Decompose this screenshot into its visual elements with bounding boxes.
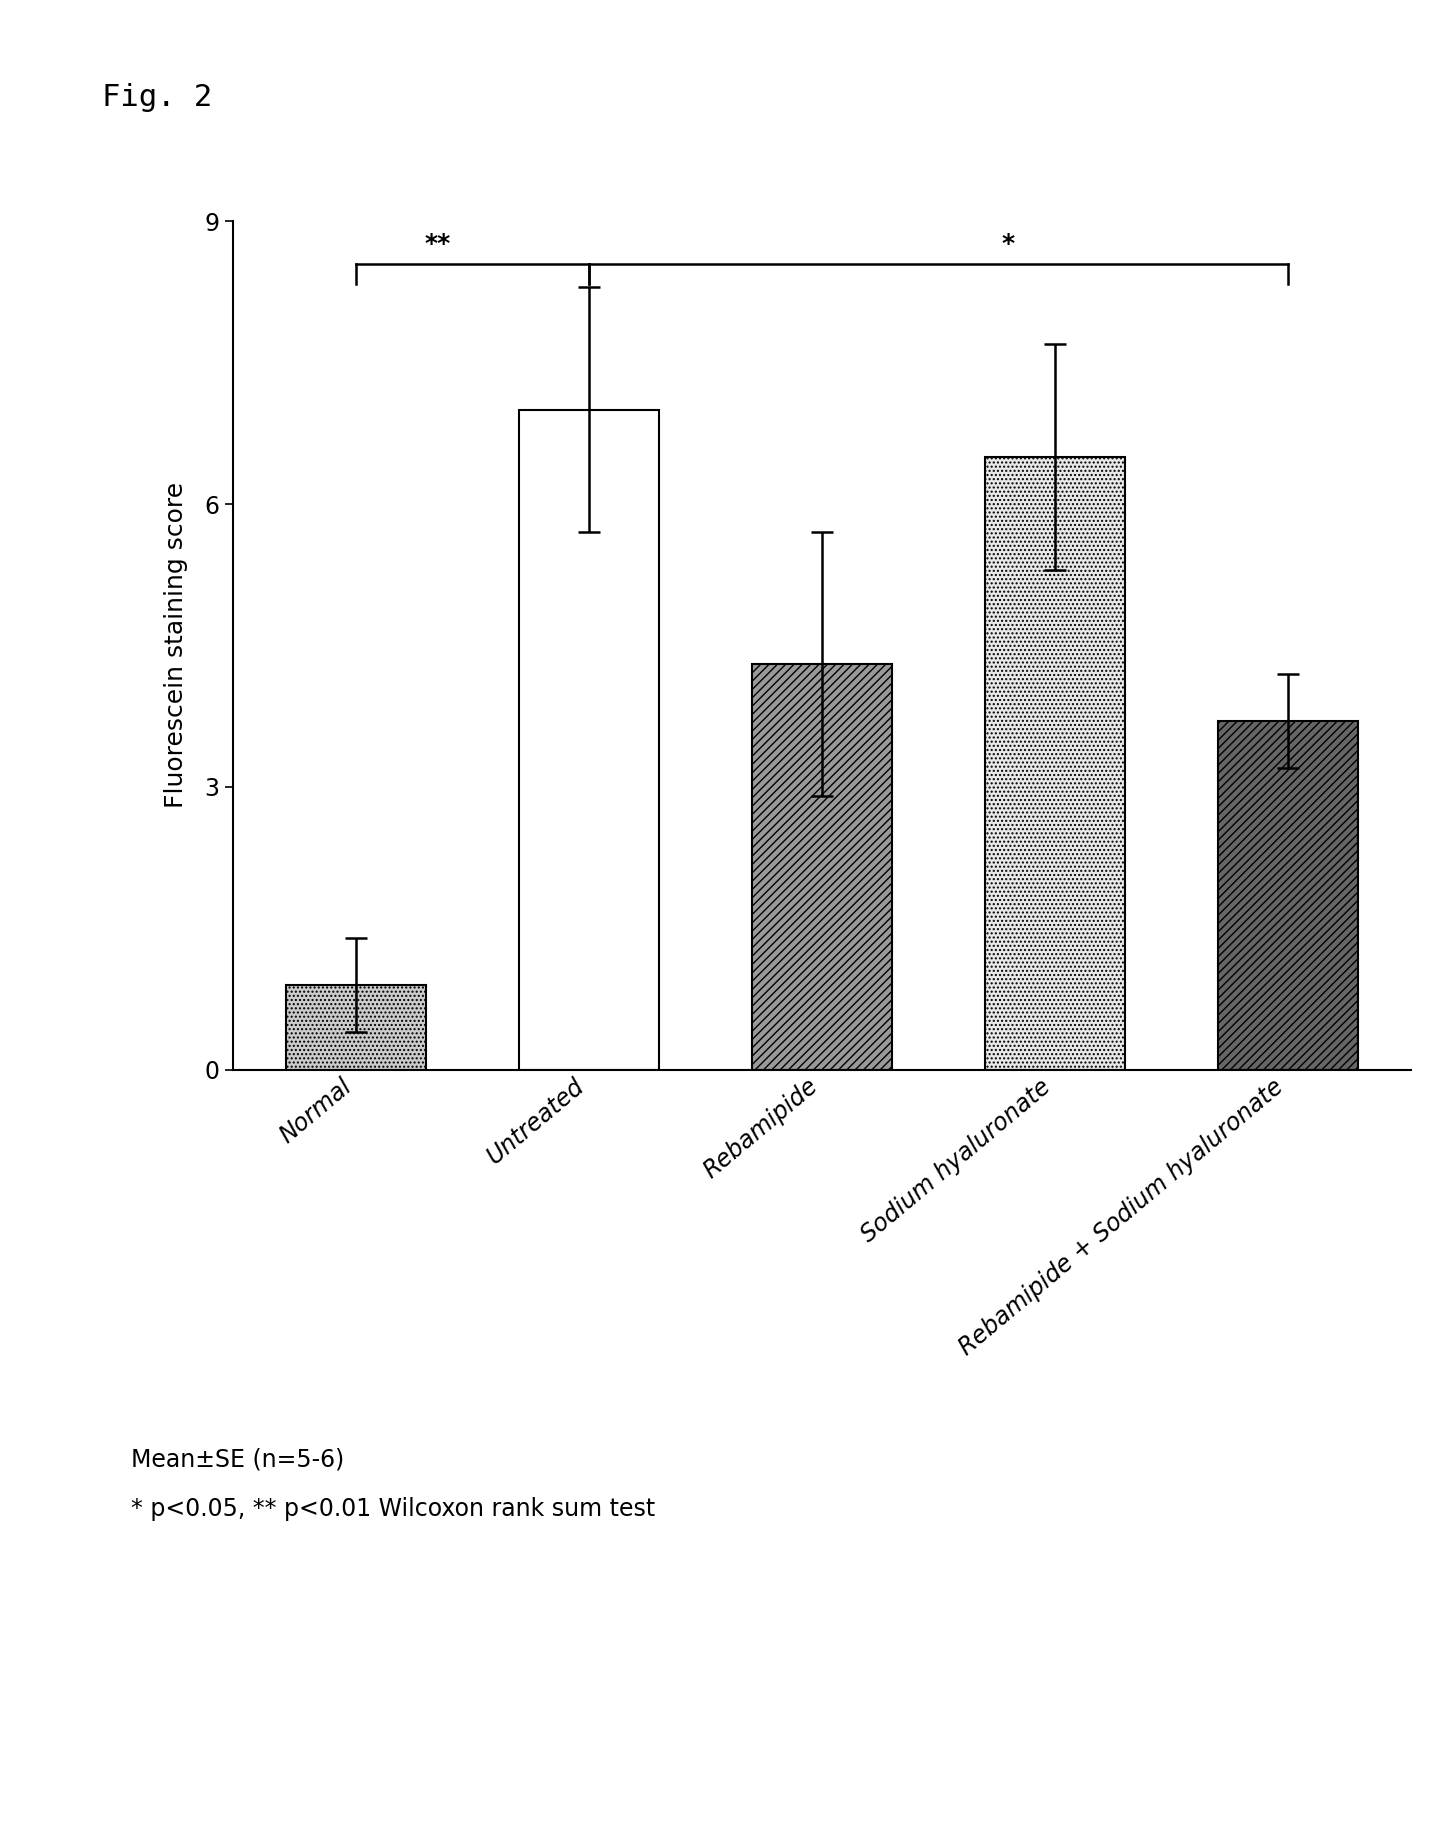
Text: **: **	[425, 232, 451, 256]
Y-axis label: Fluorescein staining score: Fluorescein staining score	[164, 483, 188, 808]
Bar	[985, 457, 1125, 1070]
Bar	[519, 409, 659, 1070]
Bar	[1218, 721, 1358, 1070]
Bar	[287, 985, 426, 1070]
Text: *: *	[1002, 232, 1016, 256]
Text: Mean±SE (n=5-6): Mean±SE (n=5-6)	[131, 1448, 345, 1472]
Text: Fig. 2: Fig. 2	[102, 83, 212, 112]
Text: * p<0.05, ** p<0.01 Wilcoxon rank sum test: * p<0.05, ** p<0.01 Wilcoxon rank sum te…	[131, 1497, 655, 1521]
Bar	[752, 664, 892, 1070]
